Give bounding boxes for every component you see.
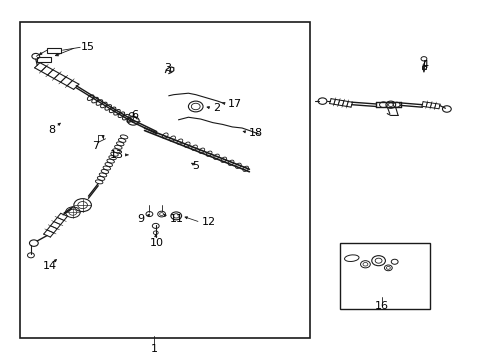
Text: 7: 7 bbox=[92, 141, 99, 151]
Text: 3: 3 bbox=[163, 63, 171, 73]
Text: 15: 15 bbox=[81, 42, 95, 52]
Text: 11: 11 bbox=[169, 214, 183, 224]
Text: 6: 6 bbox=[131, 111, 138, 121]
Bar bbox=[37, 57, 51, 62]
Text: 5: 5 bbox=[192, 161, 199, 171]
Text: 2: 2 bbox=[212, 103, 220, 113]
Text: 16: 16 bbox=[374, 301, 388, 311]
Text: 12: 12 bbox=[201, 217, 215, 227]
Text: 1: 1 bbox=[150, 343, 158, 354]
Text: 4: 4 bbox=[421, 60, 427, 70]
Bar bbox=[339, 243, 429, 309]
Text: 8: 8 bbox=[48, 125, 55, 135]
Text: 17: 17 bbox=[227, 99, 241, 109]
Bar bbox=[20, 22, 310, 338]
Text: 18: 18 bbox=[248, 128, 262, 138]
Text: 14: 14 bbox=[42, 261, 57, 271]
Text: 9: 9 bbox=[137, 215, 144, 224]
Text: 13: 13 bbox=[110, 150, 124, 160]
Bar bbox=[421, 66, 426, 69]
Bar bbox=[47, 48, 61, 53]
Text: 10: 10 bbox=[149, 238, 163, 248]
